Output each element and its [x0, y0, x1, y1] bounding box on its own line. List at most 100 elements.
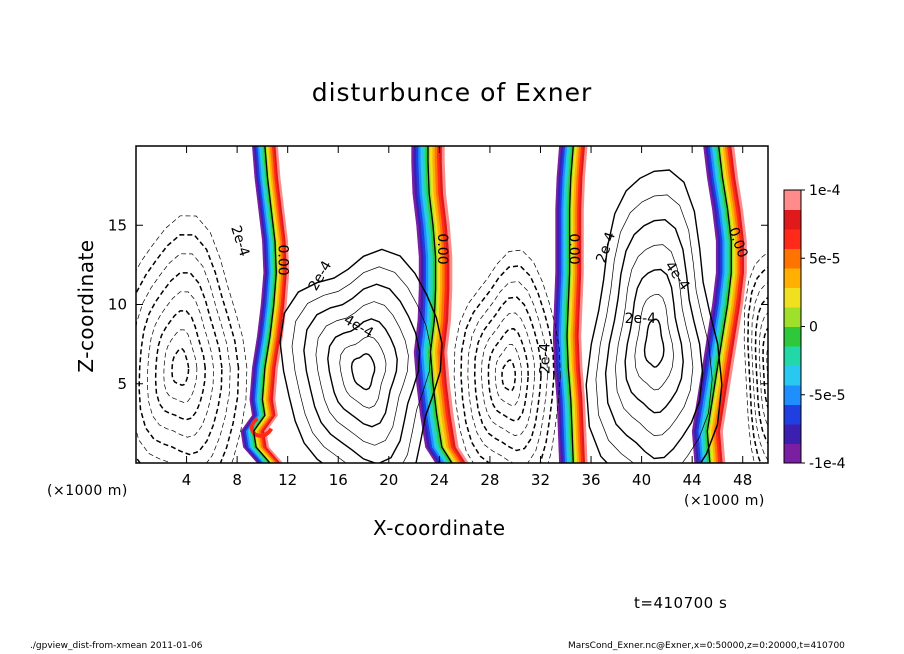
negative-ring-2-3 [762, 327, 768, 410]
x-unit-label-left: (×1000 m) [47, 483, 128, 499]
negative-ring-2-1 [771, 353, 779, 385]
time-label: t=410700 s [634, 594, 728, 612]
negative-ring-0-3 [154, 310, 206, 421]
colorbar-label-0: 1e-4 [809, 183, 841, 199]
x-tick-label-9: 40 [632, 471, 651, 489]
colorbar-swatch-3 [784, 385, 801, 405]
negative-ring-0-5 [138, 272, 223, 456]
positive-ring-1-4 [615, 244, 694, 436]
colorbar-label-3: -5e-5 [809, 388, 846, 404]
color-band-0-13 [264, 146, 290, 463]
x-axis-label: X-coordinate [373, 516, 506, 540]
contour-label-10: 2e-4 [625, 311, 657, 327]
x-tick-label-3: 16 [329, 471, 348, 489]
positive-ring-0-4 [315, 301, 409, 446]
negative-ring-0-4 [146, 291, 214, 438]
negative-ring-1-5 [473, 296, 542, 452]
positive-ring-1-1 [643, 318, 665, 368]
positive-ring-1-7 [585, 169, 723, 463]
zero-contour-1 [427, 146, 453, 463]
colorbar-swatch-6 [784, 326, 801, 347]
colorbar-swatch-2 [784, 404, 801, 425]
color-band-2-13 [578, 146, 588, 463]
heatmap-field [240, 146, 747, 463]
color-hook [249, 417, 274, 438]
colorbar-swatch-10 [784, 248, 801, 269]
colorbar: 1e-4 5e-5 0 -5e-5 -1e-4 [783, 183, 846, 472]
colorbar-swatch-11 [784, 229, 801, 249]
colorbar-swatch-5 [784, 346, 801, 366]
contour-label-1: 0.00 [275, 245, 291, 276]
positive-ring-1-6 [595, 194, 713, 463]
x-tick-label-4: 20 [379, 471, 398, 489]
positive-ring-0-2 [339, 335, 387, 409]
x-ticks: 4 8 12 16 20 24 28 32 36 40 44 48 [182, 146, 752, 489]
contour-lines [136, 146, 779, 463]
x-tick-label-11: 48 [733, 471, 752, 489]
contour-label-7: 2e-4 [593, 230, 619, 265]
colorbar-swatch-12 [784, 209, 801, 230]
negative-ring-1-3 [487, 327, 529, 422]
positive-ring-1-5 [604, 218, 704, 460]
negative-ring-0-1 [171, 348, 190, 386]
y-tick-label-0: 5 [117, 375, 127, 393]
x-tick-label-7: 32 [531, 471, 550, 489]
y-axis-label: Z-coordinate [74, 239, 98, 373]
negative-ring-1-4 [481, 312, 535, 436]
positive-ring-0-7 [279, 248, 443, 463]
contour-label-2: 2e-4 [306, 258, 336, 293]
colorbar-swatch-4 [784, 365, 801, 386]
x-tick-label-2: 12 [278, 471, 297, 489]
footer-script-name: ./gpview_dist-from-xmean 2011-01-06 [30, 641, 203, 651]
contour-label-5: 2e-4 [538, 343, 554, 375]
zero-contour-0 [252, 146, 277, 463]
colorbar-swatch-0 [784, 443, 801, 464]
colorbar-label-2: 0 [809, 320, 818, 336]
x-tick-label-0: 4 [182, 471, 192, 489]
negative-ring-0-7 [136, 234, 240, 463]
colorbar-swatch-8 [784, 287, 801, 308]
colorbar-label-1: 5e-5 [809, 251, 840, 267]
negative-ring-1-1 [501, 359, 517, 392]
colorbar-label-4: -1e-4 [809, 456, 846, 472]
positive-ring-0-6 [291, 266, 432, 463]
negative-ring-0-6 [136, 253, 231, 463]
positive-ring-0-3 [327, 318, 398, 428]
x-tick-label-6: 28 [480, 471, 499, 489]
x-unit-label-right: (×1000 m) [684, 493, 765, 509]
contour-label-0: 2e-4 [227, 224, 252, 259]
color-band-1-13 [441, 146, 469, 463]
positive-ring-0-1 [350, 352, 376, 391]
negative-ring-1-6 [467, 281, 548, 463]
y-ticks: 5 10 15 [108, 216, 768, 393]
x-tick-label-5: 24 [430, 471, 449, 489]
colorbar-swatch-9 [784, 268, 801, 288]
negative-ring-0-2 [163, 329, 198, 403]
negative-ring-0-8 [136, 215, 248, 463]
positive-ring-1-2 [634, 294, 674, 391]
negative-ring-1-2 [494, 344, 523, 407]
colorbar-swatch-13 [784, 190, 801, 210]
colorbar-swatch-7 [784, 307, 801, 327]
negative-ring-1-8 [453, 249, 561, 463]
x-tick-label-1: 8 [232, 471, 242, 489]
colorbar-swatch-1 [784, 424, 801, 444]
zero-contour-2 [566, 146, 574, 463]
contour-label-6: 0.00 [565, 233, 581, 264]
negative-ring-2-4 [758, 312, 768, 427]
zero-contour-3 [706, 146, 732, 463]
positive-ring-0-5 [303, 283, 421, 463]
positive-ring-1-3 [624, 268, 684, 414]
footer-data-source: MarsCond_Exner.nc@Exner,x=0:50000,z=0:20… [568, 641, 845, 651]
y-tick-label-1: 10 [108, 296, 127, 314]
negative-ring-2-2 [766, 345, 768, 387]
x-tick-label-10: 44 [683, 471, 702, 489]
chart-title: disturbunce of Exner [311, 78, 593, 107]
color-band-3-13 [719, 146, 747, 463]
negative-ring-2-5 [754, 296, 768, 445]
negative-ring-1-7 [460, 265, 555, 463]
x-tick-label-8: 36 [581, 471, 600, 489]
contour-label-4: 0.00 [434, 233, 450, 264]
